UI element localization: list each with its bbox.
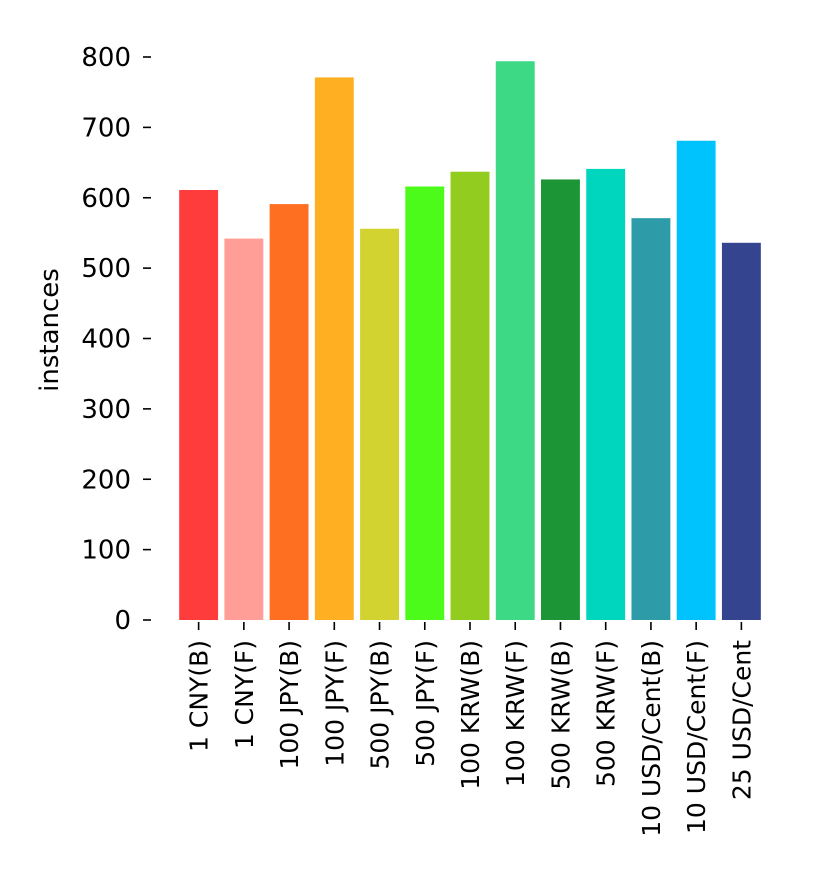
- y-tick-label: 0: [114, 606, 131, 636]
- bar: [179, 190, 219, 621]
- x-tick-label: 500 KRW(B): [546, 640, 575, 790]
- x-axis: 1 CNY(B) 1 CNY(F) 100 JPY(B) 100 JPY(F) 500 …: [185, 622, 756, 837]
- bar: [631, 218, 671, 620]
- x-tick-label: 100 KRW(F): [501, 640, 530, 787]
- bars: [179, 61, 761, 621]
- bar: [269, 204, 309, 621]
- bar: [405, 186, 445, 621]
- bar: [450, 171, 490, 620]
- bar: [721, 242, 761, 621]
- x-tick-label: 100 JPY(B): [275, 640, 304, 770]
- bar: [224, 238, 264, 620]
- x-tick-label: 10 USD/Cent(B): [637, 640, 666, 837]
- x-tick-label: 100 JPY(F): [320, 640, 349, 767]
- bar: [586, 168, 626, 621]
- x-tick-label: 500 JPY(F): [411, 640, 440, 767]
- y-tick-label: 700: [81, 113, 131, 143]
- y-axis-label: instances: [35, 268, 65, 392]
- y-tick-label: 300: [81, 395, 131, 425]
- bar: [314, 77, 354, 620]
- x-tick-label: 500 JPY(B): [366, 640, 395, 770]
- x-tick-label: 25 USD/Cent: [727, 640, 756, 800]
- y-axis: 0 100 200 300 400 500 600 700 800: [81, 43, 151, 636]
- y-tick-label: 200: [81, 465, 131, 495]
- x-tick-label: 1 CNY(B): [185, 640, 214, 752]
- bar: [360, 228, 399, 620]
- y-tick-label: 100: [81, 536, 131, 566]
- y-tick-label: 800: [81, 43, 131, 73]
- bar: [495, 61, 535, 621]
- x-tick-label: 1 CNY(F): [230, 640, 259, 749]
- x-tick-label: 10 USD/Cent(F): [682, 640, 711, 834]
- y-tick-label: 500: [81, 254, 131, 284]
- bar: [541, 179, 580, 620]
- y-tick-label: 400: [81, 325, 131, 355]
- x-tick-label: 100 KRW(B): [456, 640, 485, 790]
- bar: [676, 140, 716, 620]
- x-tick-label: 500 KRW(F): [592, 640, 621, 787]
- y-tick-label: 600: [81, 184, 131, 214]
